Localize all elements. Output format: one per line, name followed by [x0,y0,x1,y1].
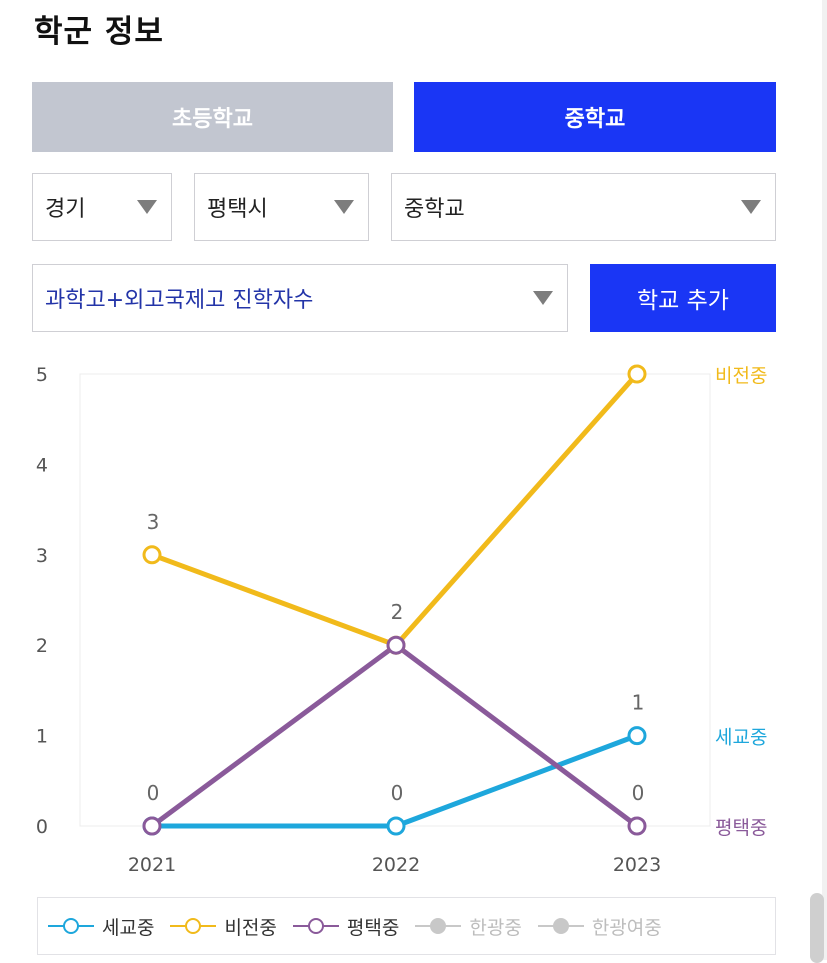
tab-elementary-school[interactable]: 초등학교 [32,82,393,152]
legend-label: 세교중 [102,916,155,939]
metric-select-value: 과학고+외고국제고 진학자수 [45,288,314,313]
data-point-평택중 [386,635,406,655]
y-tick-label: 0 [36,816,48,838]
legend-item[interactable]: 세교중 [48,913,154,940]
legend-dot [307,918,324,934]
legend-item[interactable]: 평택중 [292,913,400,940]
tab-middle-school[interactable]: 중학교 [414,82,776,152]
chart-legend: 세교중 비전중 평택중 한광중 한광여중 [37,897,776,955]
data-point-세교중 [386,816,406,836]
page-title: 학군 정보 [34,14,164,50]
data-point-비전중 [142,545,162,565]
caret-down-icon [334,200,354,214]
legend-item[interactable]: 한광중 [415,913,522,940]
data-label: 1 [632,691,645,715]
y-tick-label: 3 [36,545,48,567]
y-tick-label: 5 [36,364,48,386]
legend-marker-icon [537,918,584,934]
legend-dot [63,918,79,934]
city-select[interactable]: 평택시 [194,173,369,241]
legend-dot [185,918,202,934]
caret-down-icon [533,291,553,305]
y-tick-label: 1 [36,726,48,748]
data-point-세교중 [627,726,647,746]
series-end-label: 비전중 [715,365,767,387]
legend-marker-icon [170,918,217,934]
page-edge [822,0,827,960]
data-point-비전중 [627,364,647,384]
caret-down-icon [137,200,157,214]
y-tick-label: 4 [36,454,48,476]
x-tick-label: 2023 [613,854,661,876]
data-label: 0 [632,781,645,805]
legend-label: 평택중 [346,916,400,939]
series-end-label: 세교중 [715,727,767,749]
add-school-button[interactable]: 학교 추가 [590,264,776,332]
y-tick-label: 2 [36,635,48,657]
data-label: 0 [391,781,404,805]
x-tick-label: 2021 [128,854,176,876]
school-level-select-value: 중학교 [404,197,465,222]
legend-label: 한광여중 [591,916,662,939]
data-label: 0 [147,781,160,805]
region-select[interactable]: 경기 [32,173,172,241]
data-label: 2 [391,600,404,624]
legend-label: 비전중 [224,916,277,939]
data-point-평택중 [142,816,162,836]
data-point-평택중 [627,816,647,836]
data-label: 3 [147,510,160,534]
x-tick-label: 2022 [372,854,420,876]
legend-dot [430,918,447,934]
legend-marker-icon [415,918,462,934]
region-select-value: 경기 [45,197,86,222]
city-select-value: 평택시 [207,197,268,222]
metric-select[interactable]: 과학고+외고국제고 진학자수 [32,264,568,332]
legend-item[interactable]: 비전중 [170,913,277,940]
legend-dot [552,918,569,934]
series-end-label: 평택중 [715,817,767,839]
legend-marker-icon [292,918,339,934]
legend-marker-icon [48,918,94,934]
legend-item[interactable]: 한광여중 [537,913,662,940]
caret-down-icon [741,200,761,214]
legend-label: 한광중 [469,916,522,939]
scrollbar-thumb[interactable] [810,893,824,963]
school-level-select[interactable]: 중학교 [391,173,776,241]
